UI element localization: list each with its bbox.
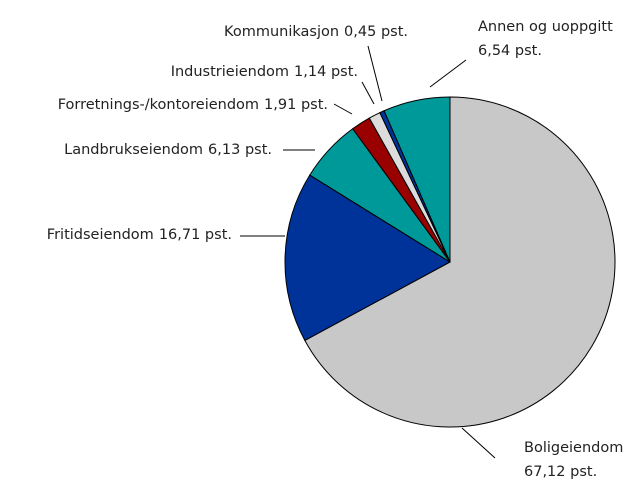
pie-slice — [284, 174, 451, 342]
slice-value: 1,14 pst. — [294, 64, 358, 80]
slice-value: 1,91 pst. — [264, 97, 328, 113]
leader-line — [429, 59, 467, 88]
slice-value: 16,71 pst. — [159, 227, 232, 243]
pie-slice — [304, 96, 616, 428]
leader-line — [461, 427, 496, 459]
slice-label: Kommunikasjon 0,45 pst. — [224, 24, 408, 40]
slice-name: Landbrukseiendom — [64, 142, 203, 158]
leader-line — [367, 45, 383, 102]
slice-label: Boligeiendom — [524, 440, 623, 456]
slice-label: Fritidseiendom 16,71 pst. — [47, 227, 232, 243]
slice-name: Kommunikasjon — [224, 24, 339, 40]
leader-line — [333, 103, 353, 115]
pie-slice — [383, 96, 451, 263]
slice-label: Landbrukseiendom 6,13 pst. — [64, 142, 272, 158]
slice-value: 0,45 pst. — [344, 24, 408, 40]
slice-label: Annen og uoppgitt — [478, 19, 613, 35]
slice-name: Industrieiendom — [171, 64, 289, 80]
slice-value: 6,13 pst. — [208, 142, 272, 158]
slice-name: Fritidseiendom — [47, 227, 154, 243]
leader-line — [361, 81, 375, 105]
slice-name: Forretnings-/kontoreiendom — [58, 97, 259, 113]
slice-value: 67,12 pst. — [524, 464, 597, 480]
slice-label: Industrieiendom 1,14 pst. — [171, 64, 358, 80]
slice-label: Forretnings-/kontoreiendom 1,91 pst. — [58, 97, 328, 113]
slice-value: 6,54 pst. — [478, 43, 542, 59]
